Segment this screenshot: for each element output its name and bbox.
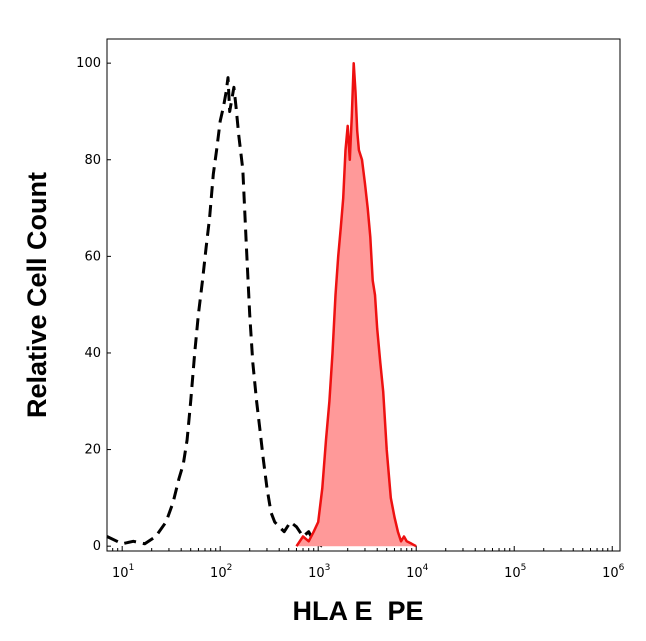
series-1-line (106, 76, 324, 548)
x-tick-label: 104 (406, 563, 429, 581)
x-tick-label: 101 (112, 563, 134, 581)
x-axis-title: HLA E PE (292, 596, 423, 626)
plot-frame (106, 38, 621, 552)
y-tick-label: 60 (84, 249, 101, 264)
y-tick-label: 40 (84, 346, 101, 361)
series-2-area (296, 63, 417, 547)
series-2-line (295, 61, 417, 548)
y-tick-label: 0 (93, 539, 101, 554)
y-axis-ticks: 0 20 40 60 80 100 (76, 56, 111, 554)
y-tick-label: 80 (84, 153, 101, 168)
x-tick-label: 102 (210, 563, 232, 581)
x-tick-label: 103 (308, 563, 330, 581)
y-tick-label: 100 (76, 56, 101, 71)
x-tick-label: 106 (602, 563, 625, 581)
y-axis-title: Relative Cell Count (22, 172, 52, 418)
series-layer (106, 61, 417, 548)
x-tick-label: 105 (504, 563, 526, 581)
y-tick-label: 20 (84, 443, 101, 458)
x-axis-ticks: 101 102 103 104 105 106 (106, 546, 625, 581)
